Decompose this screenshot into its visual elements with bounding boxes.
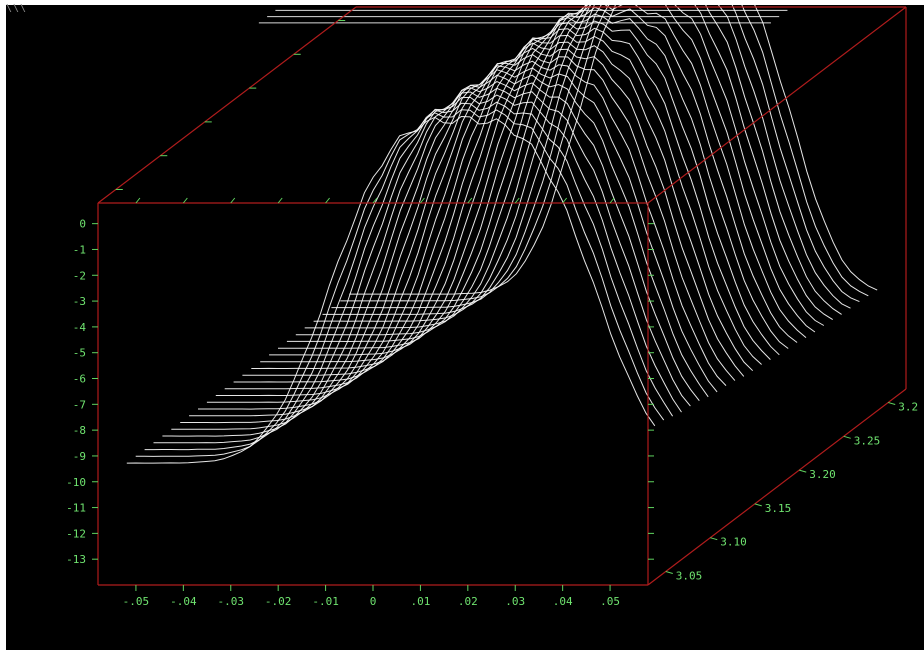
z-tick-label: -2 [73, 269, 86, 282]
axis-ticks: -.05 -.04 -.03 -.02 -.01 0 .01 .02 .03 .04 .05 0 -1 -… [66, 20, 918, 608]
surface-slice-line [340, 5, 869, 302]
box-edge [647, 388, 907, 586]
y-tick-label: 3.05 [676, 569, 703, 582]
surface-slice-line [206, 54, 736, 403]
surface-slice-line [162, 87, 691, 437]
z-tick-label: -5 [73, 347, 86, 360]
surface-slice-line [198, 60, 727, 410]
z-tick-label: -9 [73, 450, 86, 463]
z-tick-label: -12 [66, 527, 86, 540]
x-tick-label: -.03 [218, 595, 245, 608]
box-edge [97, 6, 357, 204]
x-tick-label: .02 [458, 595, 478, 608]
x-tick-label: .04 [553, 595, 573, 608]
z-tick-label: 0 [79, 218, 86, 231]
x-top-tick-mark [420, 197, 425, 204]
y-tick-label: 3.2 [898, 401, 918, 414]
surface-slice-line [260, 13, 789, 363]
surface-slice-line [242, 27, 771, 376]
y-tick-mark [888, 402, 896, 405]
x-tick-label: 0 [370, 595, 377, 608]
y-tick-label: 3.25 [854, 434, 881, 447]
x-tick-label: .03 [505, 595, 525, 608]
x-tick-label: -.04 [170, 595, 197, 608]
x-top-tick-mark [609, 197, 615, 204]
surface-slice-line [278, 5, 807, 349]
surface-layer [126, 5, 878, 464]
x-top-tick-mark [514, 197, 520, 204]
z-tick-label: -6 [73, 373, 86, 386]
x-tick-label: .01 [410, 595, 430, 608]
y-tick-label: 3.15 [765, 502, 792, 515]
surface-slice-line [135, 109, 665, 457]
y-tick-mark [754, 503, 762, 507]
x-top-tick-mark [182, 197, 188, 204]
surface-slice-line [233, 34, 762, 383]
z-tick-label: -3 [73, 295, 86, 308]
surface-slice-line [251, 20, 780, 370]
y-tick-mark [710, 537, 718, 541]
surface-slice-line [286, 5, 816, 343]
x-top-tick-mark [325, 197, 330, 204]
corner-mark: \\\ [6, 3, 28, 14]
x-top-tick-mark [135, 197, 141, 204]
surface-slice-line [215, 47, 745, 396]
surface-slice-line [331, 5, 860, 309]
surface-slice-line [322, 5, 851, 315]
x-top-tick-mark [467, 197, 473, 204]
y-tick-label: 3.20 [809, 468, 836, 481]
y-tick-label: 3.10 [720, 536, 747, 549]
surface-slice-line [224, 41, 754, 390]
surface-slice-line [126, 115, 656, 464]
x-tick-label: -.02 [265, 595, 292, 608]
surface-slice-line [180, 74, 709, 424]
box-edge [647, 6, 907, 204]
surface-plot: -.05 -.04 -.03 -.02 -.01 0 .01 .02 .03 .04 .05 0 -1 -… [66, 5, 918, 608]
z-tick-label: -1 [73, 243, 86, 256]
y-tick-mark [665, 571, 673, 574]
x-tick-label: -.01 [312, 595, 339, 608]
plot-panel: -.05 -.04 -.03 -.02 -.01 0 .01 .02 .03 .04 .05 0 -1 -… [6, 5, 924, 650]
surface-slice-line [144, 101, 674, 451]
y-tick-mark [843, 435, 851, 439]
z-tick-label: -7 [73, 398, 86, 411]
x-tick-label: .05 [600, 595, 620, 608]
z-tick-label: -13 [66, 553, 86, 566]
surface-slice-line [269, 6, 798, 356]
z-tick-label: -10 [66, 476, 86, 489]
surface-slice-line [349, 5, 878, 295]
z-tick-label: -8 [73, 424, 86, 437]
z-tick-label: -4 [73, 321, 87, 334]
z-tick-label: -11 [66, 502, 86, 515]
x-top-tick-mark [230, 197, 236, 204]
surface-slice-line [295, 5, 825, 336]
x-top-tick-mark [562, 197, 568, 204]
surface-slice-line [189, 67, 718, 417]
surface-slice-line [153, 94, 682, 444]
surface-slice-line [171, 81, 700, 430]
x-top-tick-mark [277, 197, 283, 204]
x-tick-label: -.05 [123, 595, 150, 608]
x-top-tick-mark [372, 197, 378, 204]
y-tick-mark [799, 469, 807, 473]
